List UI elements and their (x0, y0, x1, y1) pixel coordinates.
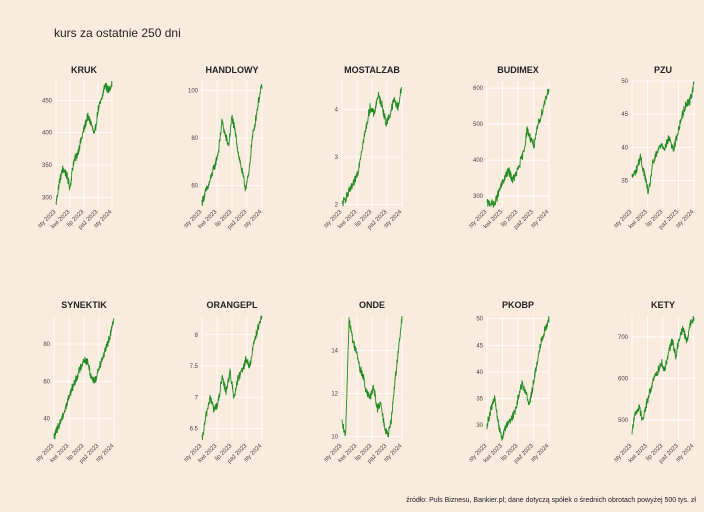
chart-title: SYNEKTIK (61, 300, 107, 310)
price-line (55, 80, 113, 205)
price-line (201, 84, 263, 206)
y-tick-label: 600 (618, 377, 629, 383)
chart-title: KETY (651, 300, 675, 310)
y-tick-label: 4 (335, 108, 339, 114)
y-tick-label: 40 (43, 417, 50, 423)
y-tick-label: 30 (476, 423, 483, 429)
y-tick-label: 300 (42, 195, 53, 201)
y-tick-label: 12 (331, 392, 338, 398)
y-tick-label: 350 (42, 163, 53, 169)
y-tick-label: 400 (473, 158, 484, 164)
chart-title: PZU (654, 65, 672, 75)
y-tick-label: 60 (191, 184, 198, 190)
y-tick-label: 2 (335, 203, 339, 209)
page-title: kurs za ostatnie 250 dni (54, 26, 181, 40)
y-tick-label: 600 (473, 86, 484, 92)
y-tick-label: 35 (621, 178, 628, 184)
chart-title: KRUK (71, 65, 97, 75)
y-tick-label: 500 (473, 122, 484, 128)
chart-title: ORANGEPL (206, 300, 258, 310)
chart-title: HANDLOWY (206, 65, 259, 75)
y-tick-label: 700 (618, 335, 629, 341)
y-tick-label: 8 (195, 333, 199, 339)
y-tick-label: 50 (476, 317, 483, 323)
y-tick-label: 35 (476, 396, 483, 402)
y-tick-label: 80 (43, 342, 50, 348)
y-tick-label: 60 (43, 379, 50, 385)
y-tick-label: 3 (335, 155, 339, 161)
price-line (486, 315, 550, 442)
y-tick-label: 80 (191, 136, 198, 142)
y-tick-label: 45 (476, 343, 483, 349)
y-tick-label: 450 (42, 98, 53, 104)
y-tick-label: 40 (621, 145, 628, 151)
chart-title: MOSTALZAB (344, 65, 400, 75)
y-tick-label: 7.5 (190, 364, 199, 370)
y-tick-label: 45 (621, 112, 628, 118)
price-line (486, 88, 550, 208)
y-tick-label: 300 (473, 194, 484, 200)
price-line (201, 315, 263, 441)
price-line (341, 87, 403, 207)
price-line (631, 315, 695, 435)
y-tick-label: 14 (331, 348, 338, 354)
y-tick-label: 7 (195, 395, 199, 401)
source-caption: źródło: Puls Biznesu, Bankier.pl; dane d… (406, 497, 696, 504)
y-tick-label: 500 (618, 418, 629, 424)
y-tick-label: 400 (42, 131, 53, 137)
chart-title: ONDE (359, 300, 385, 310)
price-line (631, 81, 695, 195)
y-tick-label: 6.5 (190, 427, 199, 433)
y-tick-label: 10 (331, 435, 338, 441)
price-line (341, 315, 403, 438)
price-line (53, 318, 115, 440)
y-tick-label: 100 (188, 89, 199, 95)
chart-title: PKOBP (502, 300, 534, 310)
y-tick-label: 40 (476, 370, 483, 376)
chart-title: BUDIMEX (497, 65, 539, 75)
y-tick-label: 50 (621, 79, 628, 85)
